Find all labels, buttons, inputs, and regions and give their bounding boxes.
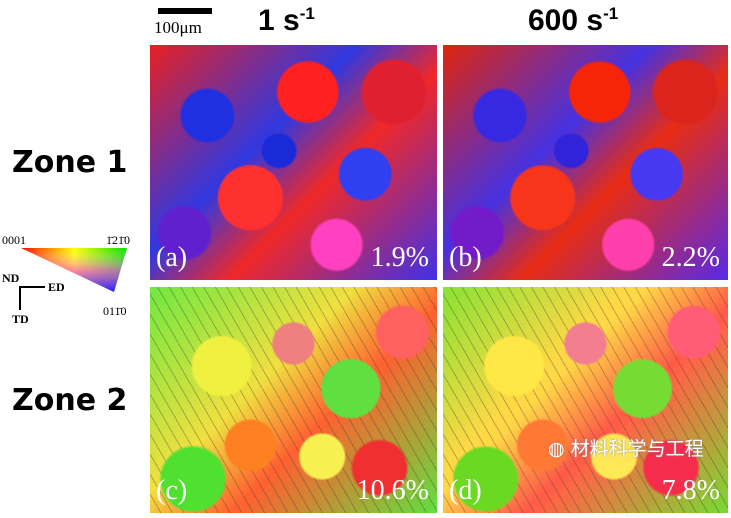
col-base: 600 s: [528, 4, 604, 37]
panel-value: 1.9%: [370, 242, 429, 273]
wechat-icon: ◍: [548, 438, 571, 460]
ipf-label-1210: 1̄21̄0: [106, 233, 130, 247]
column-title-1: 1 s-1: [258, 4, 315, 38]
row-title-1: Zone 1: [12, 145, 128, 180]
ipf-legend: [19, 248, 129, 318]
panel-id: (d): [449, 475, 482, 506]
col-base: 1 s: [258, 4, 300, 37]
axis-arrow-vertical: [19, 286, 21, 310]
ebsd-map-c: (c) 10.6%: [150, 287, 437, 513]
ebsd-map-d: (d) 7.8%: [443, 287, 728, 513]
watermark-text: 材料科学与工程: [570, 438, 704, 460]
panel-id: (b): [449, 242, 482, 273]
row-title-2: Zone 2: [12, 383, 128, 418]
panel-id: (c): [156, 475, 188, 506]
panel-value: 2.2%: [661, 242, 720, 273]
panel-value: 7.8%: [661, 475, 720, 506]
axis-ed: ED: [48, 280, 65, 294]
ipf-label-0001: 0001: [2, 233, 26, 247]
panel-id: (a): [156, 242, 188, 273]
scale-bar-label: 100μm: [154, 18, 202, 37]
column-title-2: 600 s-1: [528, 4, 618, 38]
col-exp: -1: [603, 4, 619, 23]
ipf-triangle: [21, 248, 127, 292]
panel-value: 10.6%: [356, 475, 429, 506]
axis-td: TD: [12, 312, 29, 326]
ipf-label-0110: 011̄0: [103, 304, 127, 318]
axis-nd: ND: [2, 271, 20, 285]
watermark: ◍ 材料科学与工程: [548, 440, 704, 459]
scale-bar: [158, 8, 212, 14]
col-exp: -1: [299, 4, 315, 23]
ebsd-map-a: (a) 1.9%: [150, 45, 437, 280]
axis-arrow-horizontal: [19, 286, 45, 288]
ebsd-map-b: (b) 2.2%: [443, 45, 728, 280]
